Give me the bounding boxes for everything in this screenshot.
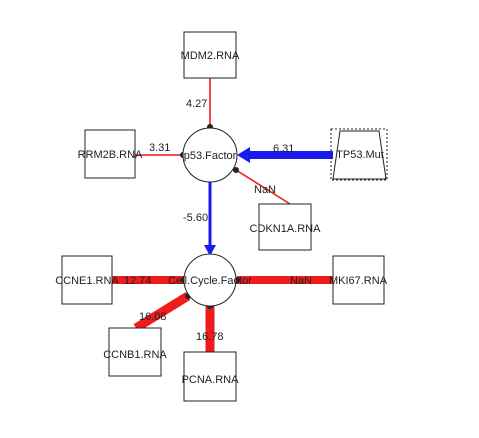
node-mki67[interactable]: MKI67.RNA [329,255,388,305]
node-ccne1[interactable]: CCNE1.RNA [55,255,119,305]
edge-cdkn1a-p53 [235,169,291,205]
edge-mdm2-p53-label: 4.27 [186,98,207,110]
node-ccnb1-label: CCNB1.RNA [103,349,167,361]
node-pcna[interactable]: PCNA.RNA [182,351,240,402]
edge-tp53mut-p53-label: 6.31 [273,143,294,155]
node-tp53mut[interactable]: TP53.Mut [330,128,388,181]
node-mdm2[interactable]: MDM2.RNA [181,31,240,79]
node-cdkn1a-label: CDKN1A.RNA [250,223,322,235]
node-cellcycle-label: Cell.Cycle.Factor [168,275,252,287]
edge-ccnb1-cellcycle [133,292,191,332]
edge-p53-cellcycle-arrowhead [204,245,216,256]
edge-cdkn1a-p53-label: NaN [254,184,276,196]
node-rrm2b-label: RRM2B.RNA [78,149,143,161]
edge-mki67-cellcycle-label: NaN [290,275,312,287]
node-mdm2-label: MDM2.RNA [181,50,240,62]
node-rrm2b[interactable]: RRM2B.RNA [78,129,143,179]
node-pcna-label: PCNA.RNA [182,374,240,386]
node-tp53mut-label: TP53.Mut [336,149,384,161]
edge-tp53mut-p53-arrowhead [237,147,250,163]
node-ccne1-label: CCNE1.RNA [55,275,119,287]
node-cellcycle[interactable]: Cell.Cycle.Factor [168,253,252,307]
edge-pcna-cellcycle-label: 16.78 [196,331,224,343]
edge-ccne1-cellcycle-label: 12.74 [124,275,152,287]
edge-cdkn1a-p53-end [233,167,239,173]
node-cdkn1a[interactable]: CDKN1A.RNA [250,203,322,251]
node-ccnb1[interactable]: CCNB1.RNA [103,327,167,377]
node-p53factor-label: p53.Factor [184,150,237,162]
edge-ccnb1-cellcycle-label: 16.08 [139,311,167,323]
edge-rrm2b-p53-label: 3.31 [149,142,170,154]
edge-p53-cellcycle-label: -5.60 [183,212,208,224]
node-p53factor[interactable]: p53.Factor [182,127,238,183]
node-mki67-label: MKI67.RNA [329,275,388,287]
